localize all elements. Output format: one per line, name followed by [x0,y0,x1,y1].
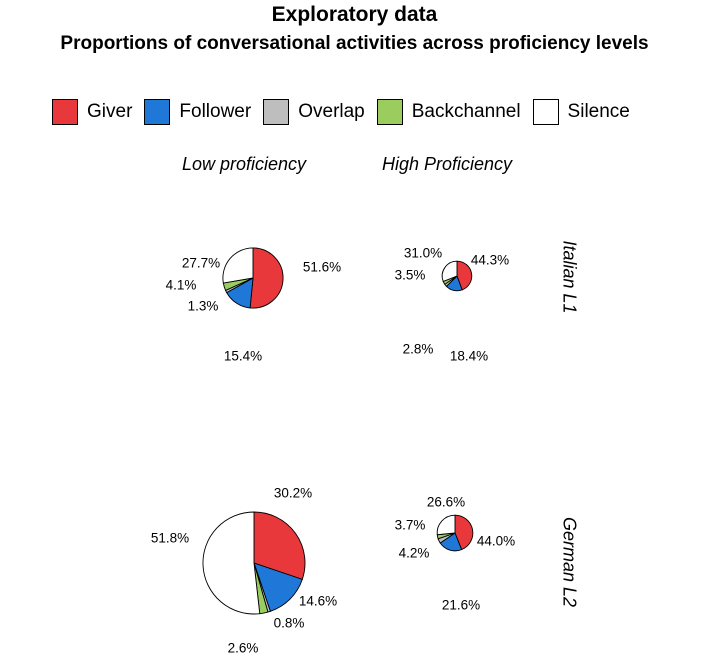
legend-swatch-silence [532,99,559,125]
legend-label-follower: Follower [179,101,252,122]
pie-3 [202,511,306,615]
legend-label-backchannel: Backchannel [411,101,521,122]
legend-swatch-backchannel [376,99,403,125]
pie-2-label-backchannel: 3.5% [395,268,426,283]
pie-3-label-follower: 14.6% [299,594,337,609]
pie-3-slice-giver [253,511,306,580]
legend-label-giver: Giver [87,101,133,122]
pie-2-slice-silence [441,260,458,283]
legend-item-follower: Follower [144,99,251,125]
legend-label-overlap: Overlap [298,101,365,122]
pie-3-slice-silence [202,511,261,615]
pie-4 [436,514,474,552]
legend-swatch-overlap [263,99,290,125]
pie-4-label-giver: 44.0% [477,534,515,549]
legend-item-overlap: Overlap [263,99,365,125]
pie-4-label-follower: 21.6% [442,598,480,613]
column-label-low: Low proficiency [182,154,307,174]
pie-3-label-overlap: 0.8% [274,616,305,631]
pie-2-slice-giver [456,260,473,291]
pie-4-label-silence: 26.6% [427,495,465,510]
pie-3-label-backchannel: 2.6% [228,641,259,656]
pie-3-label-silence: 51.8% [151,531,189,546]
legend-item-backchannel: Backchannel [376,99,521,125]
pie-1-label-silence: 27.7% [182,256,220,271]
pie-2-label-giver: 44.3% [471,253,509,268]
pie-2 [441,260,473,292]
pie-2-label-overlap: 2.8% [403,342,434,357]
legend: Giver Follower Overlap Backchannel Silen… [52,98,642,126]
legend-swatch-giver [52,99,78,125]
column-label-high: High Proficiency [382,154,513,174]
chart-title: Exploratory data [271,3,438,26]
pie-4-slice-giver [454,514,474,551]
pie-4-label-backchannel: 3.7% [395,518,426,533]
pie-1-label-backchannel: 4.1% [166,278,197,293]
pie-1-slice-silence [222,247,254,284]
legend-swatch-follower [144,99,171,125]
pie-1-label-overlap: 1.3% [188,299,219,314]
chart-subtitle: Proportions of conversational activities… [60,33,649,54]
legend-label-silence: Silence [567,101,630,122]
pie-4-label-overlap: 4.2% [399,546,430,561]
pie-4-slice-silence [436,514,456,536]
pie-1-label-giver: 51.6% [303,260,341,275]
legend-item-giver: Giver [52,99,132,125]
pie-1-label-follower: 15.4% [224,349,262,364]
pie-2-label-follower: 18.4% [450,349,488,364]
pie-1 [222,247,284,309]
legend-item-silence: Silence [532,99,630,125]
pie-2-label-silence: 31.0% [404,246,442,261]
pie-3-label-giver: 30.2% [274,486,312,501]
pie-1-slice-giver [249,247,284,309]
